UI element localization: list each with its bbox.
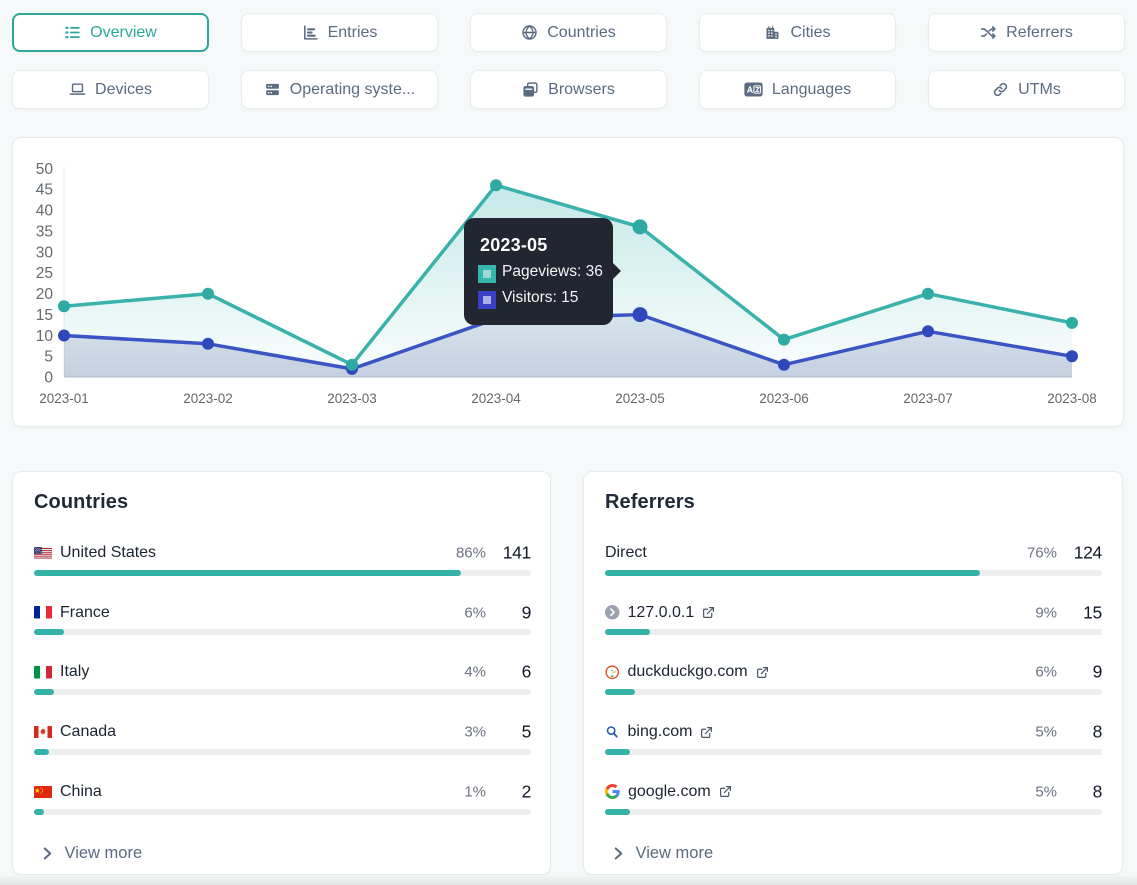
- svg-text:35: 35: [36, 223, 53, 240]
- svg-text:2023-05: 2023-05: [615, 391, 665, 406]
- svg-text:2023-04: 2023-04: [471, 391, 521, 406]
- svg-text:45: 45: [36, 182, 53, 199]
- svg-text:25: 25: [36, 265, 53, 282]
- svg-text:0: 0: [44, 370, 53, 387]
- svg-text:15: 15: [36, 307, 53, 324]
- svg-text:5: 5: [44, 349, 53, 366]
- svg-text:2023-02: 2023-02: [183, 391, 233, 406]
- svg-text:20: 20: [36, 286, 54, 303]
- svg-text:2023-01: 2023-01: [39, 391, 89, 406]
- svg-text:50: 50: [36, 161, 54, 178]
- svg-text:2023-07: 2023-07: [903, 391, 953, 406]
- svg-text:30: 30: [36, 244, 54, 261]
- svg-text:2023-06: 2023-06: [759, 391, 809, 406]
- svg-text:2023-03: 2023-03: [327, 391, 377, 406]
- svg-text:40: 40: [36, 203, 54, 220]
- svg-text:10: 10: [36, 328, 54, 345]
- svg-text:2023-08: 2023-08: [1047, 391, 1097, 406]
